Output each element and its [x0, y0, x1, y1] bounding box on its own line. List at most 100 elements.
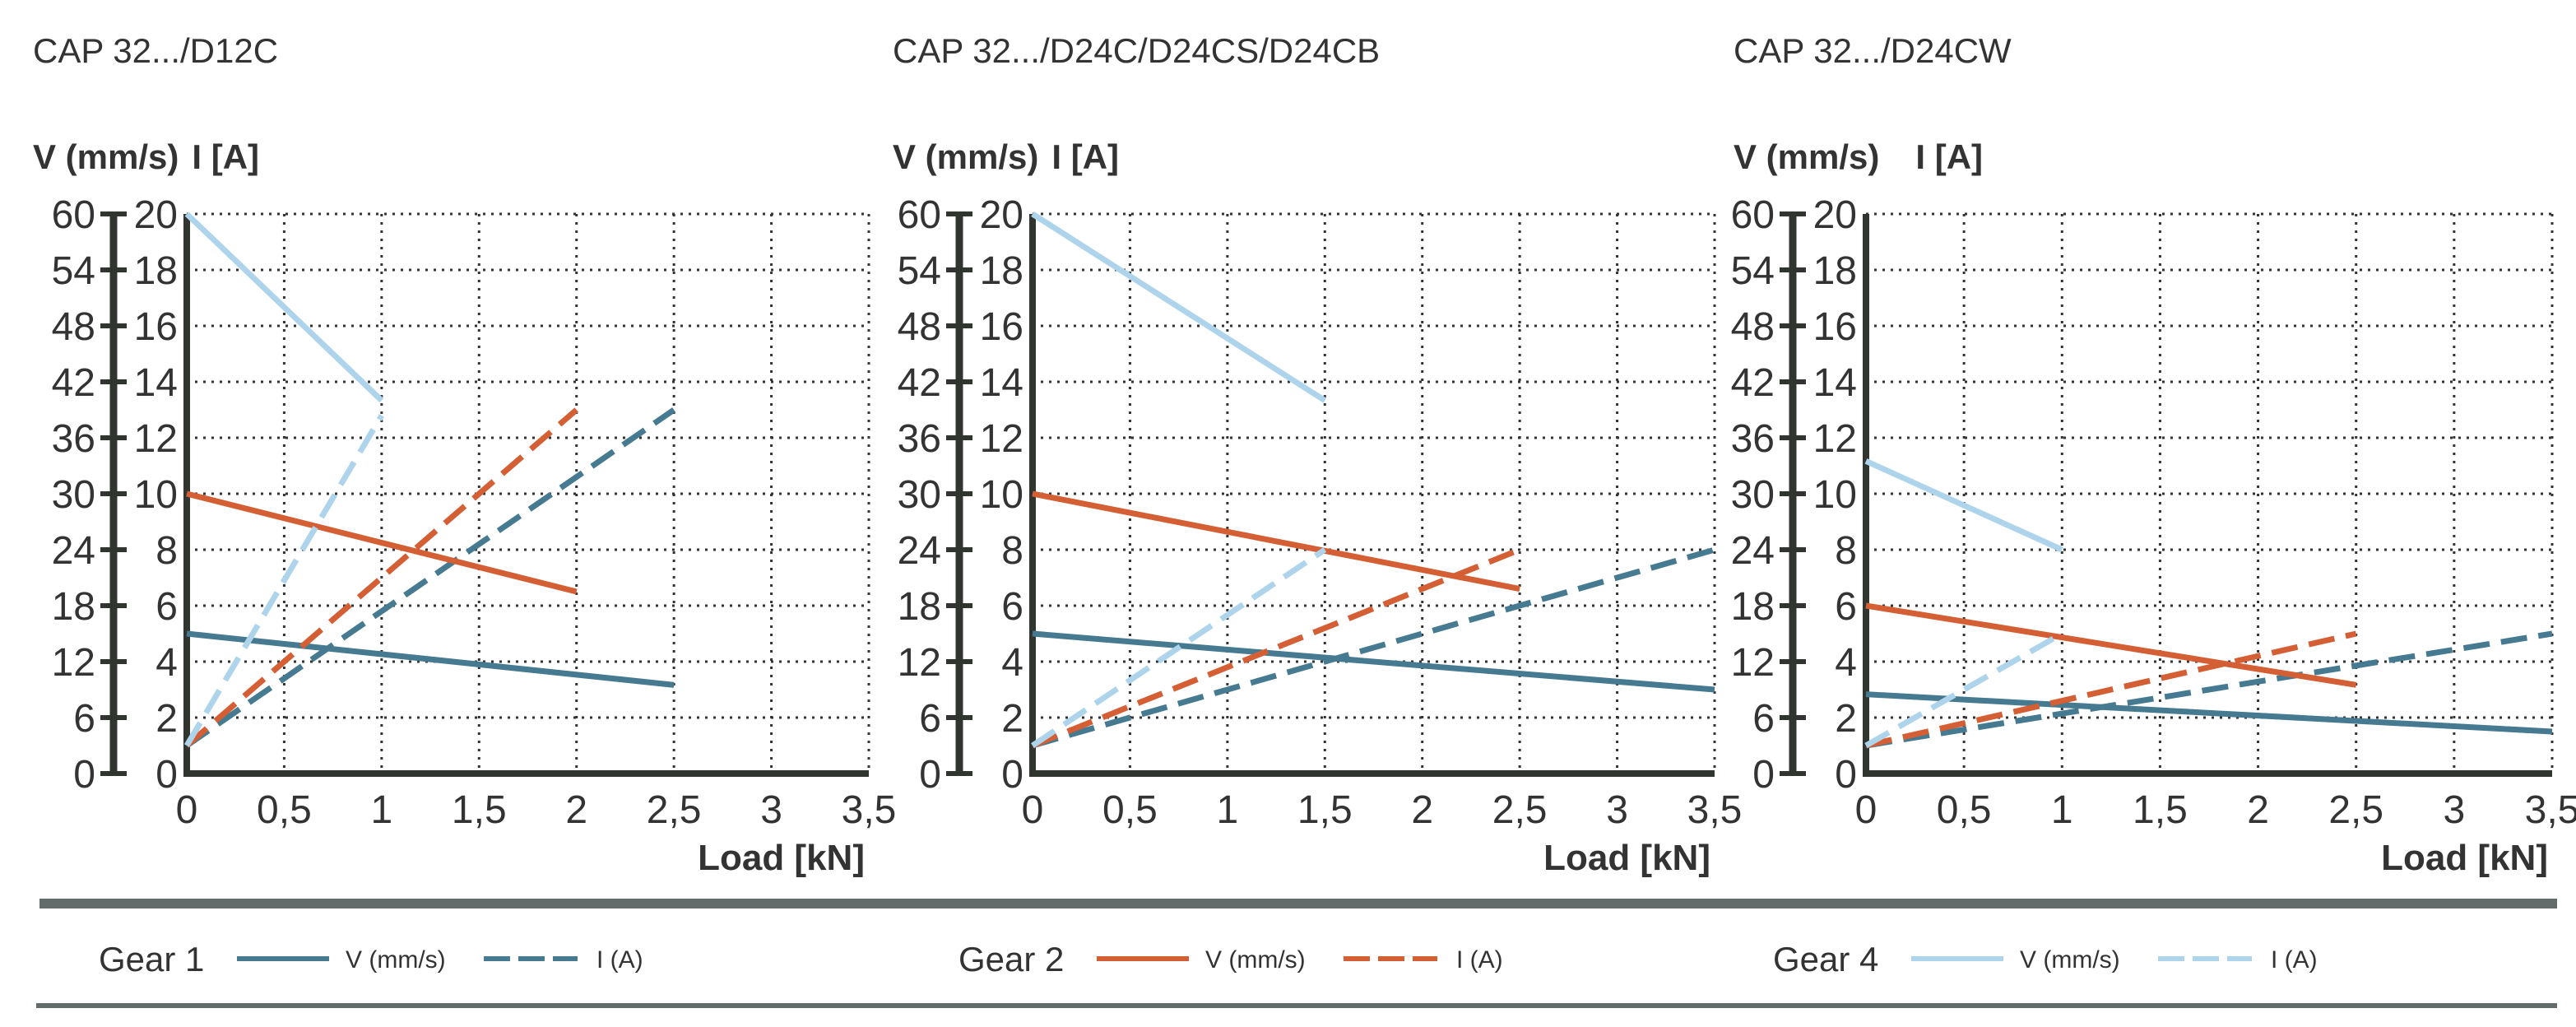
y-tick-label-velocity: 36 [52, 417, 95, 461]
y-tick-label-velocity: 36 [1731, 417, 1775, 461]
series-gear2-v-line [1032, 490, 1520, 592]
y-tick-label-current: 4 [1001, 641, 1023, 685]
x-tick-label: 1 [371, 788, 393, 832]
y-tick-label-velocity: 36 [898, 417, 941, 461]
series-gear1-i-line [1032, 546, 1715, 749]
chart-title: CAP 32.../D24C/D24CS/D24CB [893, 31, 1380, 70]
y-tick-label-current: 4 [155, 641, 178, 685]
y-tick-label-velocity: 60 [1731, 193, 1775, 237]
y-tick-label-current: 20 [134, 193, 178, 237]
series-gear1-v-line [1032, 630, 1715, 693]
y-tick-label-velocity: 18 [1731, 585, 1775, 629]
series-gear2-v-line [1865, 602, 2357, 688]
y-axis-label-current: I [A] [192, 137, 259, 176]
y-tick-label-current: 4 [1835, 641, 1857, 685]
y-tick-label-current: 18 [1813, 249, 1857, 293]
y-tick-label-velocity: 48 [52, 305, 95, 349]
chart-panel-2: CAP 32.../D24C/D24CS/D24CB V (mm/s) I [A] 0… [893, 31, 1742, 878]
y-tick-label-velocity: 54 [1731, 249, 1775, 293]
legend-i-label: I (A) [596, 946, 643, 974]
y-tick-label-current: 16 [134, 305, 178, 349]
legend-item-gear-3: Gear 4 V (mm/s) I (A) [1773, 940, 2318, 978]
x-tick-label: 2,5 [2328, 788, 2383, 832]
x-axis-label: Load [kN] [2381, 838, 2548, 878]
y-tick-label-current: 12 [1813, 417, 1857, 461]
y-tick-label-current: 0 [1835, 753, 1857, 797]
series-gear2-i-line [184, 407, 578, 748]
y-tick-label-velocity: 42 [52, 361, 95, 405]
y-tick-label-current: 2 [1835, 697, 1857, 741]
y-tick-label-current: 8 [1001, 529, 1023, 573]
series-gear4-i-line [183, 414, 384, 747]
x-axis-label: Load [kN] [1543, 838, 1710, 878]
legend-i-label: I (A) [1456, 946, 1503, 974]
x-tick-label: 2 [1411, 788, 1433, 832]
y-tick-label-velocity: 6 [73, 697, 95, 741]
y-tick-label-current: 10 [1813, 473, 1857, 517]
y-tick-label-velocity: 0 [919, 753, 941, 797]
y-tick-label-velocity: 0 [73, 753, 95, 797]
legend-item-gear-2: Gear 2 V (mm/s) I (A) [958, 940, 1503, 978]
y-tick-label-velocity: 54 [52, 249, 95, 293]
y-tick-label-current: 20 [1813, 193, 1857, 237]
x-tick-label: 3 [2444, 788, 2466, 832]
series-gear2-i-line [1865, 630, 2357, 749]
legend-gear-label: Gear 1 [99, 940, 204, 978]
series-gear4-v-line [1864, 458, 2063, 553]
y-tick-label-velocity: 12 [898, 641, 941, 685]
y-tick-label-current: 2 [155, 697, 178, 741]
y-tick-label-current: 6 [155, 585, 178, 629]
chart-panel-3: CAP 32.../D24CW V (mm/s) I [A] 0 0,5 1 1,5 2 2,5… [1731, 31, 2576, 878]
y-axis-label-velocity: V (mm/s) [893, 137, 1038, 176]
top-divider [39, 899, 2557, 908]
y-tick-label-current: 0 [1001, 753, 1023, 797]
chart-title: CAP 32.../D12C [33, 31, 278, 70]
x-tick-label: 2,5 [1492, 788, 1548, 832]
y-tick-label-velocity: 30 [1731, 473, 1775, 517]
y-tick-label-velocity: 18 [898, 585, 941, 629]
series-gear2-v-line [186, 490, 578, 595]
x-tick-label: 3 [760, 788, 782, 832]
y-tick-label-current: 10 [134, 473, 178, 517]
legend-i-label: I (A) [2271, 946, 2318, 974]
x-tick-label: 0 [1855, 788, 1877, 832]
y-tick-label-current: 10 [980, 473, 1023, 517]
y-tick-label-current: 16 [980, 305, 1023, 349]
x-tick-label: 3,5 [842, 788, 897, 832]
x-tick-label: 2 [2247, 788, 2269, 832]
x-tick-label: 1 [2051, 788, 2073, 832]
x-tick-label: 1 [1217, 788, 1239, 832]
x-axis-label: Load [kN] [698, 838, 865, 878]
y-tick-label-velocity: 48 [898, 305, 941, 349]
y-tick-label-velocity: 24 [52, 529, 95, 573]
legend-item-gear-1: Gear 1 V (mm/s) I (A) [99, 940, 643, 978]
y-axis-label-current: I [A] [1915, 137, 1983, 176]
y-tick-label-velocity: 30 [898, 473, 941, 517]
y-tick-label-velocity: 18 [52, 585, 95, 629]
x-tick-label: 3 [1606, 788, 1628, 832]
y-tick-label-current: 12 [980, 417, 1023, 461]
bottom-divider [36, 1003, 2557, 1008]
legend-v-label: V (mm/s) [2020, 946, 2120, 974]
y-tick-label-velocity: 12 [52, 641, 95, 685]
x-tick-label: 0 [176, 788, 198, 832]
x-tick-label: 3,5 [1687, 788, 1743, 832]
y-tick-label-velocity: 30 [52, 473, 95, 517]
y-tick-label-current: 0 [155, 753, 178, 797]
x-tick-label: 3,5 [2525, 788, 2576, 832]
y-axis-label-current: I [A] [1051, 137, 1119, 176]
y-tick-label-current: 2 [1001, 697, 1023, 741]
y-tick-label-current: 18 [980, 249, 1023, 293]
y-tick-label-current: 16 [1813, 305, 1857, 349]
y-tick-label-velocity: 60 [898, 193, 941, 237]
y-tick-label-velocity: 24 [898, 529, 941, 573]
x-tick-label: 0,5 [1102, 788, 1158, 832]
series-gear4-v-line [184, 211, 384, 403]
chart-title: CAP 32.../D24CW [1734, 31, 2012, 70]
series-gear4-v-line [1031, 211, 1327, 403]
legend-gear-label: Gear 4 [1773, 940, 1878, 978]
y-tick-label-current: 14 [980, 361, 1023, 405]
y-tick-label-current: 6 [1001, 585, 1023, 629]
x-tick-label: 0,5 [257, 788, 312, 832]
y-tick-label-velocity: 12 [1731, 641, 1775, 685]
